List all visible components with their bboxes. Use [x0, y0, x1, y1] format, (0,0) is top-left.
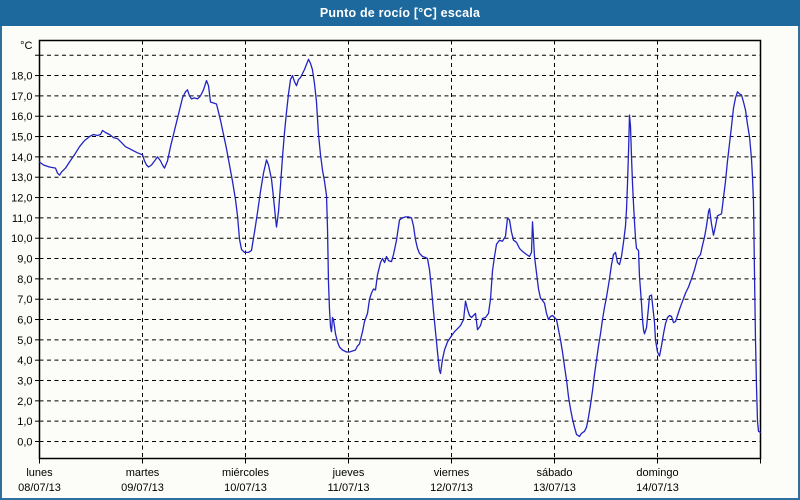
- y-tick-label: 6,0: [17, 315, 32, 327]
- x-date-label: 08/07/13: [18, 482, 61, 494]
- y-tick-label: 17,0: [11, 91, 32, 103]
- y-tick-label: 16,0: [11, 111, 32, 123]
- x-weekday-label: miércoles: [222, 467, 270, 479]
- axis-labels: 0,0 1,0 2,0 3,0 4,0 5,0 6,0 7,0 8,0 9,0 10,0 11,0 12…: [11, 40, 679, 494]
- x-date-label: 12/07/13: [430, 482, 473, 494]
- y-tick-label: 18,0: [11, 71, 32, 83]
- x-weekday-label: domingo: [636, 467, 678, 479]
- axes: [35, 39, 762, 464]
- y-tick-label: 5,0: [17, 335, 32, 347]
- x-date-label: 09/07/13: [121, 482, 164, 494]
- x-weekday-label: viernes: [434, 467, 470, 479]
- y-tick-label: 9,0: [17, 254, 32, 266]
- x-weekday-label: sábado: [536, 467, 572, 479]
- x-weekday-label: martes: [126, 467, 160, 479]
- y-tick-label: 11,0: [12, 213, 33, 225]
- x-weekday-label: lunes: [26, 467, 53, 479]
- x-weekday-label: jueves: [332, 467, 365, 479]
- x-date-label: 10/07/13: [224, 482, 267, 494]
- window-title-bar: Punto de rocío [°C] escala: [0, 0, 800, 26]
- x-date-label: 11/07/13: [327, 482, 369, 494]
- y-tick-label: 3,0: [17, 376, 32, 388]
- y-tick-label: 0,0: [17, 437, 32, 449]
- y-tick-label: 1,0: [17, 416, 32, 428]
- series: [38, 58, 762, 438]
- y-tick-label: 12,0: [11, 193, 32, 205]
- gridlines: [39, 40, 761, 459]
- x-date-label: 13/07/13: [533, 482, 576, 494]
- y-tick-label: 10,0: [11, 233, 32, 245]
- y-tick-label: 2,0: [17, 396, 32, 408]
- window-title: Punto de rocío [°C] escala: [319, 6, 481, 20]
- y-tick-label: 13,0: [11, 172, 32, 184]
- y-tick-label: 15,0: [11, 132, 32, 144]
- y-axis-unit-label: °C: [20, 40, 32, 52]
- y-tick-label: 7,0: [17, 294, 32, 306]
- dewpoint-line: [38, 58, 762, 438]
- y-tick-label: 8,0: [17, 274, 32, 286]
- y-tick-label: 4,0: [17, 355, 32, 367]
- y-tick-label: 14,0: [11, 152, 32, 164]
- x-date-label: 14/07/13: [636, 482, 679, 494]
- plot-frame: [38, 39, 762, 460]
